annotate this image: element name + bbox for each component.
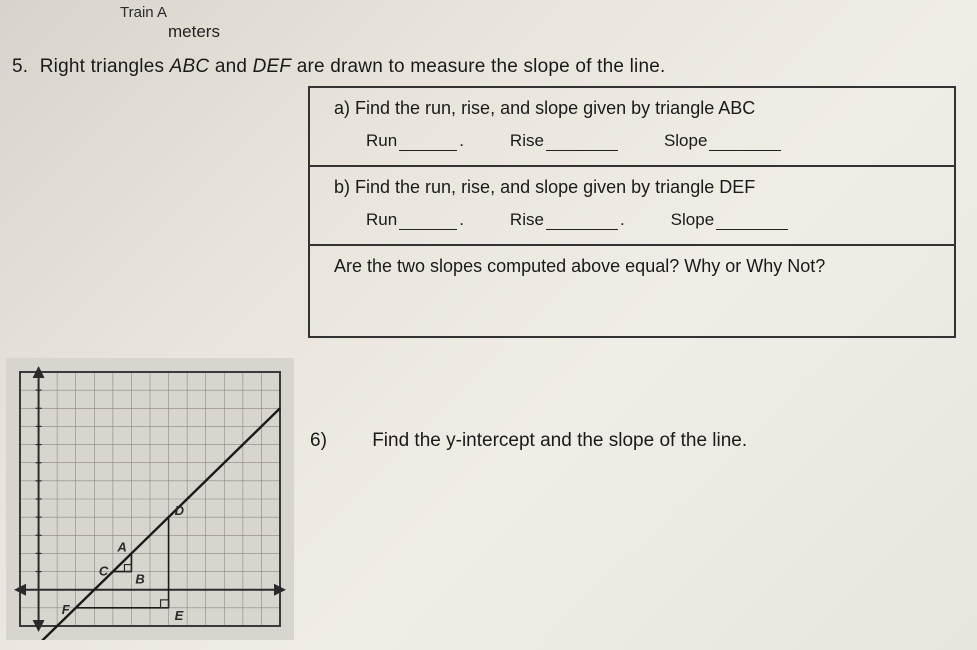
slope-blank-a[interactable] bbox=[709, 135, 781, 151]
q5-and: and bbox=[209, 56, 252, 77]
q5-tri2: DEF bbox=[253, 56, 292, 77]
svg-text:C: C bbox=[99, 564, 109, 579]
row-a-slope: Slope bbox=[664, 131, 781, 151]
q5-text-suffix: are drawn to measure the slope of the li… bbox=[291, 56, 665, 77]
row-b-run: Run . bbox=[366, 210, 464, 230]
rise-label-a: Rise bbox=[510, 131, 544, 151]
slope-label-b: Slope bbox=[671, 210, 714, 230]
rise-blank-a[interactable] bbox=[546, 135, 618, 151]
answer-table: a) Find the run, rise, and slope given b… bbox=[308, 86, 956, 338]
graph-svg: A B C D E F bbox=[6, 358, 294, 640]
dot: . bbox=[459, 210, 464, 230]
graph-figure: A B C D E F bbox=[6, 358, 294, 640]
dot: . bbox=[459, 131, 464, 151]
row-b-fields: Run . Rise . Slope bbox=[334, 210, 940, 230]
dot: . bbox=[620, 210, 625, 230]
table-row-c: Are the two slopes computed above equal?… bbox=[310, 246, 954, 336]
q6-number: 6) bbox=[310, 430, 327, 451]
row-a-rise: Rise bbox=[510, 131, 618, 151]
svg-text:A: A bbox=[116, 539, 126, 554]
rise-label-b: Rise bbox=[510, 210, 544, 230]
table-row-a: a) Find the run, rise, and slope given b… bbox=[310, 88, 954, 167]
slope-blank-b[interactable] bbox=[716, 214, 788, 230]
run-label-b: Run bbox=[366, 210, 397, 230]
row-b-label: b) Find the run, rise, and slope given b… bbox=[334, 177, 940, 198]
question-6-prompt: 6) Find the y-intercept and the slope of… bbox=[310, 430, 747, 452]
table-row-b: b) Find the run, rise, and slope given b… bbox=[310, 167, 954, 246]
q6-text: Find the y-intercept and the slope of th… bbox=[372, 430, 747, 451]
rise-blank-b[interactable] bbox=[546, 214, 618, 230]
svg-text:B: B bbox=[135, 572, 144, 587]
row-b-rise: Rise . bbox=[510, 210, 625, 230]
svg-text:D: D bbox=[175, 503, 185, 518]
meters-label: meters bbox=[168, 22, 220, 42]
q5-text-prefix: Right triangles bbox=[40, 56, 170, 77]
run-blank-b[interactable] bbox=[399, 214, 457, 230]
q5-number: 5. bbox=[12, 56, 28, 77]
row-a-run: Run . bbox=[366, 131, 464, 151]
svg-text:E: E bbox=[175, 608, 184, 623]
row-a-label: a) Find the run, rise, and slope given b… bbox=[334, 98, 940, 119]
svg-text:F: F bbox=[62, 602, 71, 617]
question-5-prompt: 5. Right triangles ABC and DEF are drawn… bbox=[12, 56, 665, 78]
q5-tri1: ABC bbox=[170, 56, 210, 77]
slope-label-a: Slope bbox=[664, 131, 707, 151]
row-b-slope: Slope bbox=[671, 210, 788, 230]
run-label-a: Run bbox=[366, 131, 397, 151]
run-blank-a[interactable] bbox=[399, 135, 457, 151]
row-a-fields: Run . Rise Slope bbox=[334, 131, 940, 151]
row-c-label: Are the two slopes computed above equal?… bbox=[334, 256, 940, 277]
fragment-train-a: Train A bbox=[120, 4, 167, 21]
